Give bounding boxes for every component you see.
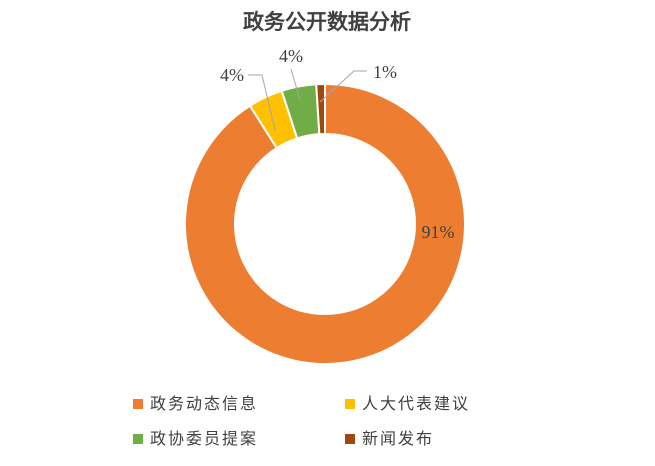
data-label-zhengwu-dongtai: 91% <box>422 222 455 242</box>
legend-swatch-zhengwu-dongtai <box>133 399 143 409</box>
chart-title: 政务公开数据分析 <box>243 9 411 34</box>
legend-label-renda-jianyi: 人大代表建议 <box>362 394 470 413</box>
leader-line-zhengxie-tian <box>290 68 301 101</box>
legend-swatch-zhengxie-tian <box>133 434 143 444</box>
leader-line-xinwen-fabu <box>319 70 367 103</box>
donut-slices <box>184 82 466 365</box>
leader-line-renda-jianyi <box>248 74 276 131</box>
data-label-zhengxie-tian: 4% <box>279 46 303 66</box>
legend-swatch-renda-jianyi <box>345 399 355 409</box>
legend-swatch-xinwen-fabu <box>345 434 355 444</box>
data-label-renda-jianyi: 4% <box>220 65 244 85</box>
legend-label-zhengwu-dongtai: 政务动态信息 <box>150 394 258 413</box>
legend-label-xinwen-fabu: 新闻发布 <box>362 429 434 448</box>
legend-label-zhengxie-tian: 政协委员提案 <box>150 429 258 448</box>
slice-xinwen-fabu <box>315 82 326 136</box>
slice-zhengwu-dongtai <box>184 82 466 365</box>
data-label-xinwen-fabu: 1% <box>373 62 397 82</box>
leader-lines <box>248 68 367 131</box>
data-labels: 91% 4% 4% 1% <box>220 46 455 242</box>
